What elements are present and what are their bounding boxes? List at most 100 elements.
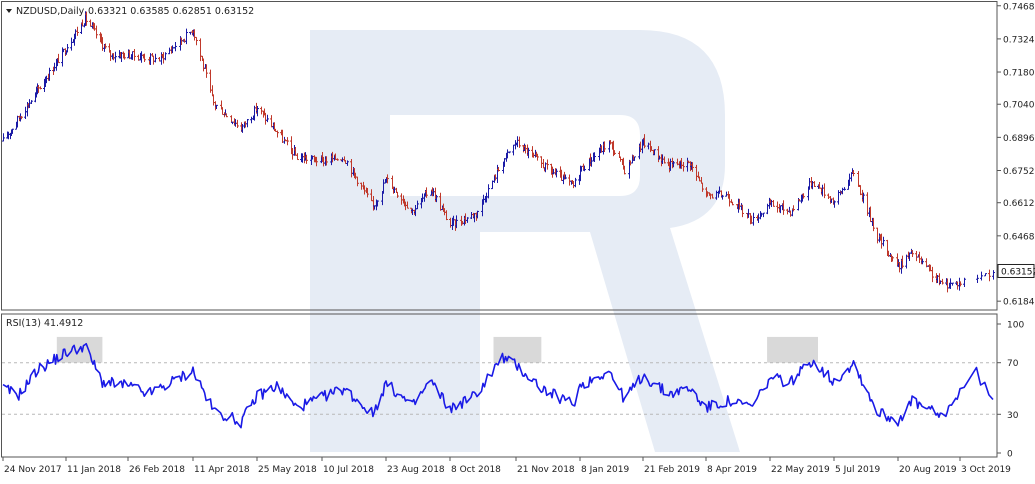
candle-bearish (568, 174, 571, 186)
candle-bullish (574, 177, 577, 188)
candle-bullish (583, 165, 586, 172)
candle-bullish (250, 116, 253, 124)
candle-bullish (725, 191, 728, 197)
candle-bullish (808, 177, 811, 190)
candle-bearish (823, 183, 826, 199)
ohlc-values: 0.63321 0.63585 0.62851 0.63152 (88, 6, 254, 17)
candle-bearish (109, 49, 112, 61)
candle-bearish (802, 193, 805, 199)
time-axis-tick-label: 8 Jan 2019 (581, 465, 629, 475)
candle-bearish (195, 36, 198, 46)
candle-bearish (540, 156, 543, 168)
candle-bearish (325, 156, 328, 166)
candle-bearish (212, 94, 215, 106)
rsi-axis-tick-label: 100 (1007, 321, 1024, 331)
candle-bearish (691, 162, 694, 172)
candle-bearish (396, 191, 399, 198)
candle-bullish (24, 106, 27, 120)
candle-bearish (57, 53, 60, 64)
candle-bullish (833, 200, 836, 208)
candle-bullish (963, 277, 966, 287)
candle-bullish (30, 100, 33, 105)
rsi-label: RSI(13) 41.4912 (6, 318, 83, 329)
candle-bearish (876, 227, 879, 244)
current-price-label: 0.63152 (1001, 267, 1035, 277)
candle-bearish (872, 217, 875, 232)
candle-bullish (672, 161, 675, 168)
candle-bullish (174, 42, 177, 52)
time-axis-tick-label: 8 Apr 2019 (707, 465, 757, 475)
time-axis-tick-label: 11 Apr 2018 (194, 465, 250, 475)
time-axis-tick-label: 23 Aug 2018 (387, 465, 445, 475)
candle-bullish (762, 212, 765, 218)
candle-bearish (445, 210, 448, 221)
candle-bearish (221, 107, 224, 116)
candle-bearish (425, 187, 428, 198)
candle-bearish (941, 278, 944, 285)
candle-bullish (752, 212, 755, 226)
candle-bearish (663, 156, 666, 164)
price-panel-frame (1, 1, 998, 311)
candle-bearish (260, 106, 263, 115)
candle-bearish (959, 281, 962, 287)
candle-bullish (984, 273, 987, 277)
current-price-badge (997, 263, 1035, 278)
candle-bullish (455, 215, 458, 229)
candle-bearish (39, 86, 42, 90)
candle-bearish (264, 112, 267, 125)
rsi-axis-tick-label: 30 (1007, 411, 1019, 421)
time-axis-tick-label: 26 Feb 2018 (129, 465, 185, 475)
candle-bullish (593, 152, 596, 163)
candle-bearish (901, 255, 904, 269)
candle-bullish (633, 156, 636, 161)
candle-bearish (356, 176, 359, 187)
candle-bullish (266, 114, 269, 123)
time-axis-tick-label: 11 Jan 2018 (67, 465, 121, 475)
symbol-label: NZDUSD,Daily (16, 6, 85, 17)
overbought-highlight-box (493, 336, 542, 363)
candle-bearish (76, 26, 79, 36)
candle-bearish (497, 167, 500, 172)
candle-bullish (951, 282, 954, 286)
time-axis-tick-label: 21 Feb 2019 (644, 465, 700, 475)
candle-bearish (205, 64, 208, 78)
time-axis-tick-label: 22 May 2019 (771, 465, 830, 475)
candle-bearish (643, 134, 646, 149)
candle-bearish (123, 52, 126, 60)
candle-bearish (143, 53, 146, 62)
candle-bearish (911, 250, 914, 258)
candle-bearish (866, 192, 869, 216)
candle-bullish (555, 168, 558, 178)
panel-frames (1, 1, 998, 458)
candle-bullish (976, 274, 979, 283)
time-axis-tick-label: 20 Aug 2019 (899, 465, 957, 475)
candle-bearish (792, 205, 795, 212)
candle-bearish (988, 269, 991, 282)
price-panel (2, 11, 995, 293)
candle-bearish (782, 200, 785, 215)
time-axis-tick-label: 24 Nov 2017 (4, 465, 62, 475)
candle-bullish (11, 128, 14, 134)
candle-bearish (623, 165, 626, 175)
candle-bullish (435, 194, 438, 203)
candle-bullish (164, 52, 167, 61)
candle-bullish (48, 67, 51, 81)
candle-bearish (152, 55, 155, 65)
candle-bearish (315, 156, 318, 167)
candle-bearish (536, 153, 539, 161)
candle-bearish (546, 159, 549, 170)
candle-bullish (154, 53, 157, 63)
time-axis-tick-label: 10 Jul 2018 (323, 465, 374, 475)
candle-bearish (731, 201, 734, 206)
collapse-triangle-icon[interactable] (6, 9, 12, 13)
